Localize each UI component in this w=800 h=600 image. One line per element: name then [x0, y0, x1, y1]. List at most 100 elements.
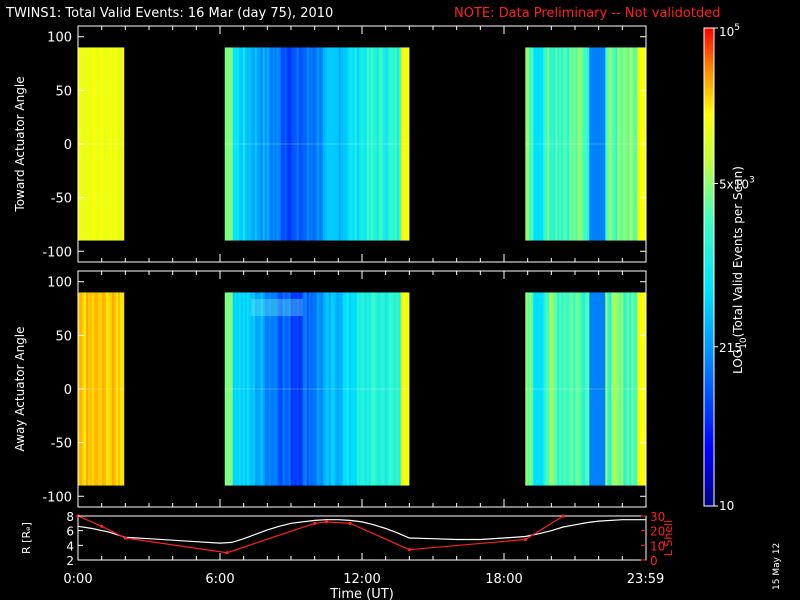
data-segment-1: [224, 47, 410, 241]
scan-column: [591, 47, 594, 241]
scan-column: [541, 47, 544, 241]
scan-column: [603, 47, 606, 241]
l-shell-point: [313, 521, 317, 525]
scan-column: [541, 292, 544, 486]
scan-column: [597, 292, 600, 486]
colorbar-tick-exp: 5: [734, 23, 740, 33]
scan-column: [340, 47, 344, 241]
scan-column: [284, 47, 288, 241]
scan-column: [394, 292, 398, 486]
colorbar-tick-label: 5x103: [719, 175, 755, 191]
data-segment-1: [224, 292, 410, 486]
scan-column: [559, 47, 562, 241]
y-tick-label: -50: [51, 437, 72, 452]
scan-column: [563, 47, 566, 241]
scan-column: [537, 292, 540, 486]
scan-column: [294, 47, 298, 241]
scan-column: [567, 292, 570, 486]
scan-column: [308, 47, 312, 241]
scan-column: [238, 292, 242, 486]
scan-column: [232, 47, 236, 241]
scan-column: [348, 292, 352, 486]
scan-column: [529, 47, 532, 241]
scan-column: [290, 292, 294, 486]
scan-column: [108, 47, 111, 241]
y-axis-label: Away Actuator Angle: [13, 326, 27, 451]
scan-column: [599, 292, 602, 486]
data-segment-0: [78, 292, 125, 486]
colorbar-tick-label: 10: [719, 499, 734, 513]
scan-column: [296, 292, 300, 486]
scan-column: [230, 292, 234, 486]
scan-column: [631, 47, 634, 241]
scan-column: [625, 47, 628, 241]
colorbar-tick-exp: 3: [749, 175, 755, 185]
scan-column: [615, 47, 618, 241]
scan-column: [627, 292, 630, 486]
scan-column: [250, 292, 254, 486]
scan-column: [360, 47, 364, 241]
scan-column: [527, 292, 530, 486]
l-shell-point: [407, 548, 411, 552]
scan-column: [346, 47, 350, 241]
scan-column: [110, 47, 113, 241]
scan-column: [581, 292, 584, 486]
scan-column: [533, 292, 536, 486]
scan-column: [260, 292, 264, 486]
scan-column: [352, 47, 356, 241]
scan-column: [625, 292, 628, 486]
scan-column: [613, 47, 616, 241]
y-tick-label: -100: [42, 490, 72, 505]
scan-column: [370, 292, 374, 486]
x-tick-label: 6:00: [205, 572, 234, 587]
scan-column: [112, 292, 115, 486]
scan-column: [557, 292, 560, 486]
scan-column: [404, 292, 408, 486]
l-shell-point: [100, 524, 104, 528]
scan-column: [394, 47, 398, 241]
scan-column: [104, 47, 107, 241]
scan-column: [256, 292, 260, 486]
scan-column: [288, 292, 292, 486]
scan-column: [114, 292, 117, 486]
l-shell-point: [561, 514, 565, 518]
scan-column: [248, 47, 252, 241]
scan-column: [298, 47, 302, 241]
scan-column: [276, 292, 280, 486]
x-axis-label: Time (UT): [329, 587, 394, 600]
scan-column: [607, 47, 610, 241]
scan-column: [94, 292, 97, 486]
scan-column: [527, 47, 530, 241]
scan-column: [607, 292, 610, 486]
scan-column: [336, 47, 340, 241]
scan-column: [344, 47, 348, 241]
scan-column: [306, 292, 310, 486]
scan-column: [280, 47, 284, 241]
scan-column: [585, 47, 588, 241]
scan-column: [106, 292, 109, 486]
scan-column: [238, 47, 242, 241]
scan-column: [376, 47, 380, 241]
scan-column: [262, 47, 266, 241]
scan-column: [605, 292, 608, 486]
scan-column: [278, 292, 282, 486]
scan-column: [264, 292, 268, 486]
scan-column: [320, 47, 324, 241]
scan-column: [324, 47, 328, 241]
scan-column: [300, 47, 304, 241]
scan-column: [386, 292, 390, 486]
scan-column: [260, 47, 264, 241]
scan-column: [100, 292, 103, 486]
scan-column: [286, 47, 290, 241]
scan-column: [274, 292, 278, 486]
scan-column: [388, 47, 392, 241]
scan-column: [98, 47, 101, 241]
scan-column: [408, 47, 410, 241]
scan-column: [254, 292, 258, 486]
scan-column: [304, 47, 308, 241]
l-shell-point: [225, 551, 229, 555]
scan-column: [609, 292, 612, 486]
scan-column: [531, 47, 534, 241]
scan-column: [577, 292, 580, 486]
scan-column: [587, 47, 590, 241]
